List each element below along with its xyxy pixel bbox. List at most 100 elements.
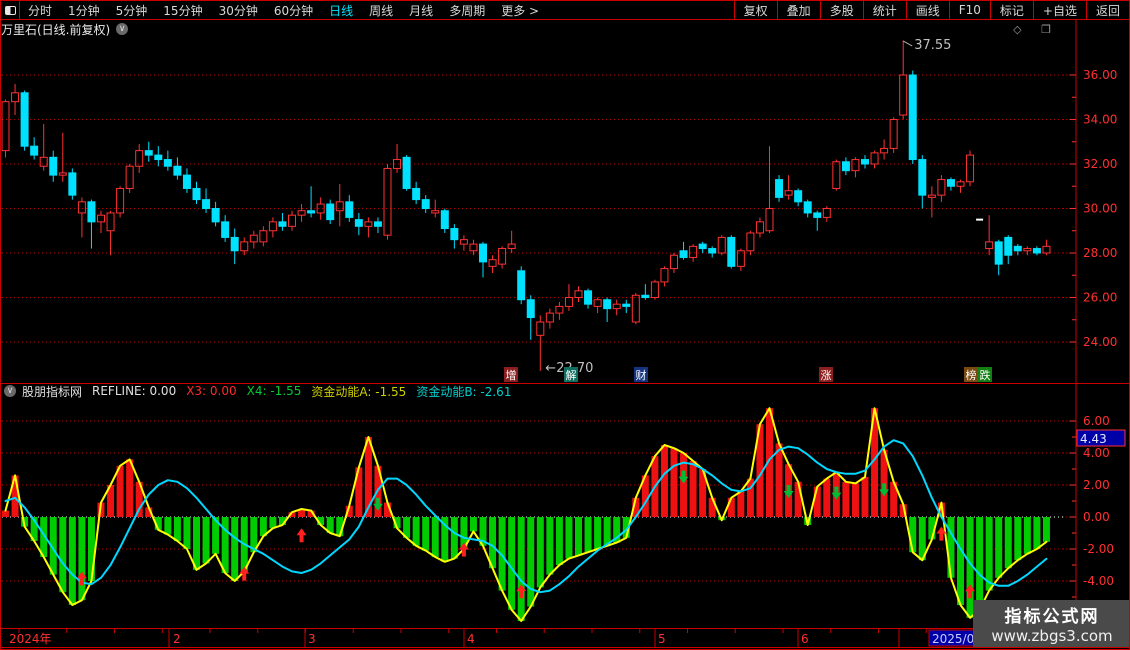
negative-bar bbox=[173, 517, 181, 541]
negative-bar bbox=[508, 517, 516, 610]
period-button-1分钟[interactable]: 1分钟 bbox=[68, 3, 100, 18]
candle bbox=[985, 241, 994, 250]
period-button-月线[interactable]: 月线 bbox=[409, 3, 434, 18]
positive-bar bbox=[823, 478, 831, 517]
candle bbox=[851, 159, 860, 172]
candle bbox=[555, 305, 564, 314]
candle bbox=[230, 236, 239, 252]
period-button-分时[interactable]: 分时 bbox=[28, 3, 53, 18]
candle bbox=[278, 221, 287, 227]
negative-bar bbox=[68, 517, 76, 605]
indicator-header-segment-2: X3: 0.00 bbox=[186, 384, 237, 398]
positive-bar bbox=[680, 453, 688, 517]
chevron-down-icon[interactable]: ∨ bbox=[116, 23, 129, 35]
period-button-60分钟[interactable]: 60分钟 bbox=[273, 3, 314, 18]
event-badge[interactable] bbox=[964, 367, 978, 382]
candle bbox=[354, 219, 363, 227]
negative-bar bbox=[1014, 517, 1022, 561]
event-badge[interactable] bbox=[978, 367, 992, 382]
negative-bar bbox=[527, 517, 535, 607]
sell-arrow-icon bbox=[879, 483, 890, 497]
watermark-url: www.zbgs3.com bbox=[991, 627, 1113, 645]
candle bbox=[268, 221, 277, 232]
candle bbox=[841, 161, 850, 172]
chart-title-row[interactable]: 万里石(日线.前复权) ∨ bbox=[1, 21, 129, 37]
negative-bar bbox=[212, 517, 220, 554]
candle bbox=[937, 179, 946, 196]
current-date-badge-label: 2025/06 bbox=[932, 632, 982, 646]
period-button-多周期[interactable]: 多周期 bbox=[449, 3, 486, 18]
function-button-返回[interactable]: 返回 bbox=[1085, 1, 1129, 19]
candle bbox=[58, 172, 67, 176]
negative-bar bbox=[546, 517, 554, 575]
candle bbox=[918, 159, 927, 196]
candle bbox=[507, 243, 516, 250]
candle bbox=[1032, 248, 1041, 254]
positive-bar bbox=[766, 408, 773, 517]
candle bbox=[946, 179, 955, 187]
window-panel-button[interactable] bbox=[1, 1, 20, 19]
negative-bar bbox=[250, 517, 258, 553]
negative-bar bbox=[947, 517, 955, 578]
envelope-line bbox=[4, 407, 1048, 622]
price-axis-label: 30.00 bbox=[1083, 202, 1117, 216]
positive-bar bbox=[2, 510, 9, 517]
period-button-30分钟[interactable]: 30分钟 bbox=[218, 3, 258, 18]
chart-corner-icons[interactable]: ◇ ❐ bbox=[1013, 23, 1059, 36]
function-button-复权[interactable]: 复权 bbox=[733, 1, 777, 19]
function-button-标记[interactable]: 标记 bbox=[989, 1, 1033, 19]
function-button-统计[interactable]: 统计 bbox=[862, 1, 906, 19]
function-button-F10[interactable]: F10 bbox=[948, 1, 990, 19]
date-label: 5 bbox=[658, 632, 666, 646]
collapse-indicator-icon[interactable]: ∨ bbox=[4, 385, 16, 397]
candle bbox=[994, 241, 1003, 265]
function-button-画线[interactable]: 画线 bbox=[905, 1, 949, 19]
candle bbox=[822, 208, 831, 218]
period-button-周线[interactable]: 周线 bbox=[369, 3, 394, 18]
negative-bar bbox=[985, 517, 993, 591]
negative-bar bbox=[613, 517, 621, 543]
candle bbox=[154, 154, 163, 161]
candle bbox=[679, 250, 688, 258]
event-badge[interactable] bbox=[504, 367, 518, 382]
negative-bar bbox=[603, 517, 611, 546]
negative-bar bbox=[909, 517, 917, 553]
buy-arrow-icon bbox=[965, 584, 976, 599]
period-button-15分钟[interactable]: 15分钟 bbox=[163, 3, 203, 18]
function-button-多股[interactable]: 多股 bbox=[819, 1, 863, 19]
candle bbox=[373, 221, 382, 227]
candle bbox=[1042, 245, 1051, 254]
indicator-header-segment-4: 资金动能A: -1.55 bbox=[311, 384, 407, 399]
sell-arrow-icon bbox=[678, 470, 689, 484]
candle bbox=[97, 214, 105, 223]
candle bbox=[545, 312, 554, 323]
candle bbox=[736, 250, 745, 267]
period-button-更多 >[interactable]: 更多 > bbox=[501, 3, 540, 18]
event-badge[interactable] bbox=[564, 367, 578, 382]
candle bbox=[431, 210, 440, 214]
function-button-叠加[interactable]: 叠加 bbox=[776, 1, 820, 19]
positive-bar bbox=[307, 510, 315, 517]
period-toolbar: 分时 1分钟 5分钟 15分钟 30分钟 60分钟 日线 周线 月线 多周期 更多 > 复权 叠加 多股… bbox=[1, 1, 1129, 20]
indicator-axis-label: 0.00 bbox=[1083, 510, 1110, 524]
candle bbox=[908, 74, 917, 161]
indicator-axis-label: 6.00 bbox=[1083, 414, 1110, 428]
indicator-axis-label: -4.00 bbox=[1083, 574, 1114, 588]
negative-bar bbox=[87, 517, 95, 581]
positive-bar bbox=[135, 481, 143, 517]
candle bbox=[402, 156, 411, 189]
positive-bar bbox=[727, 497, 735, 517]
event-badge[interactable] bbox=[819, 367, 833, 382]
negative-bar bbox=[431, 517, 439, 557]
event-badge[interactable] bbox=[634, 367, 648, 382]
date-label: 3 bbox=[308, 632, 316, 646]
positive-bar bbox=[660, 445, 668, 517]
negative-bar bbox=[221, 517, 229, 573]
candle bbox=[1023, 248, 1032, 252]
period-button-5分钟[interactable]: 5分钟 bbox=[115, 3, 148, 18]
negative-bar bbox=[479, 517, 487, 546]
period-button-日线[interactable]: 日线 bbox=[329, 3, 354, 18]
function-button-+自选[interactable]: +自选 bbox=[1032, 1, 1086, 19]
candle bbox=[813, 212, 822, 218]
